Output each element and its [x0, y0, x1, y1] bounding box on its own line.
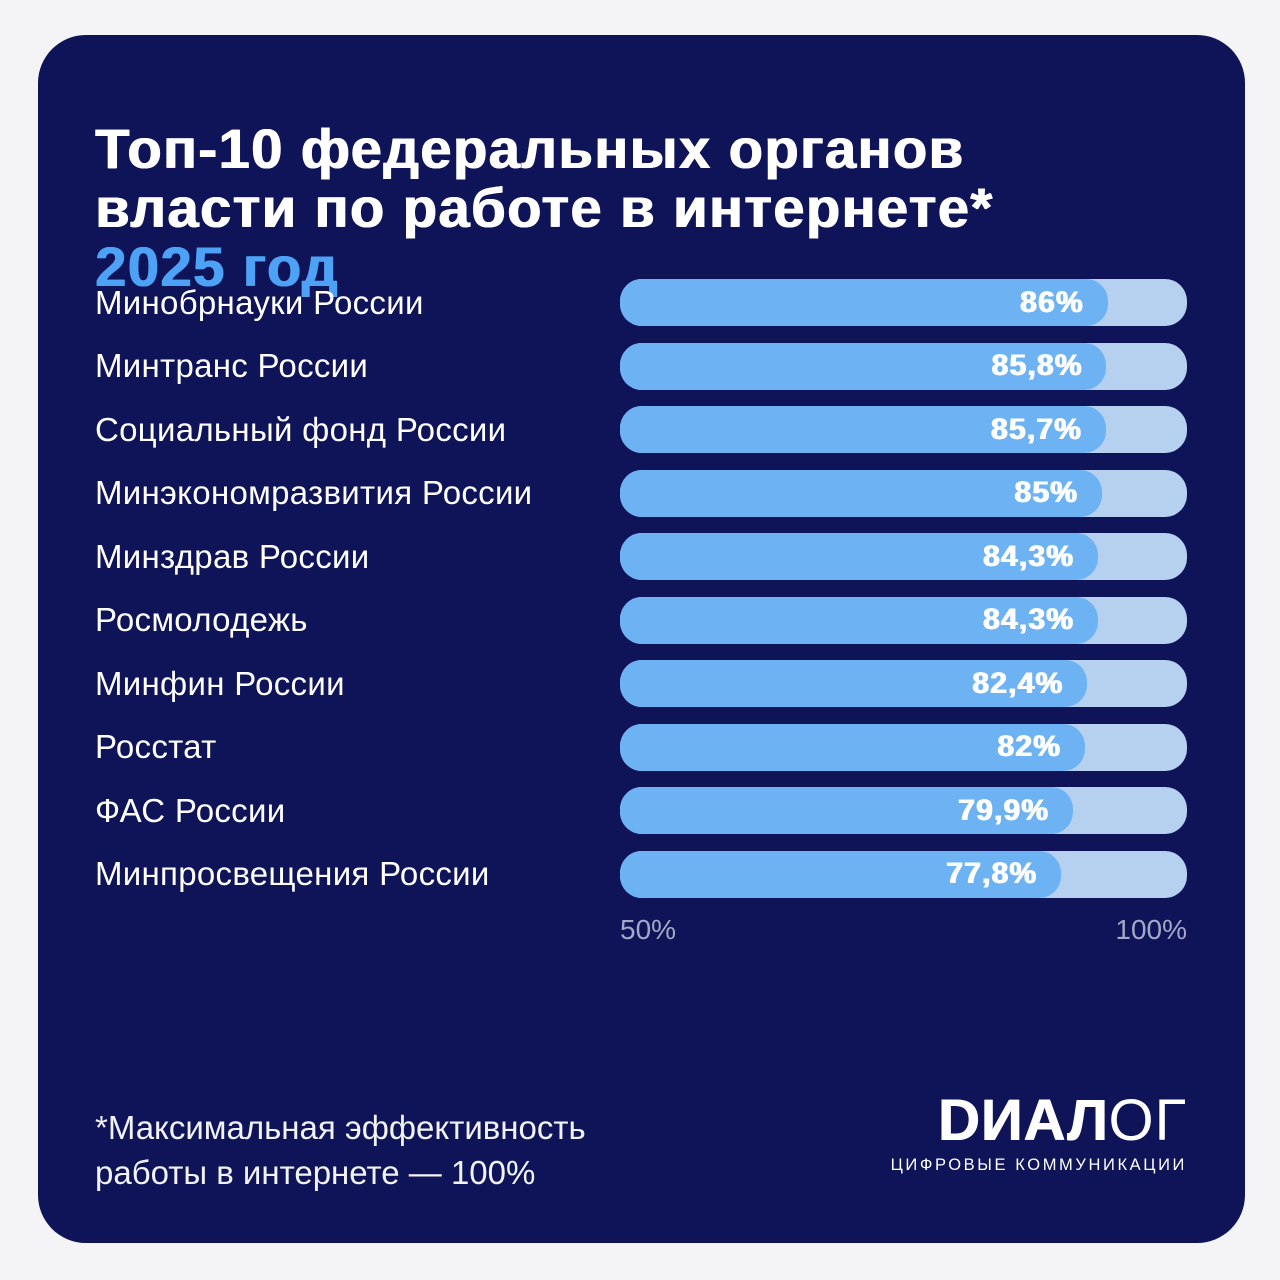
bar-fill: 82%: [620, 723, 1085, 771]
bar-value-label: 82%: [997, 730, 1061, 763]
category-label: Росстат: [95, 728, 217, 765]
bar-fill: 82,4%: [620, 660, 1088, 707]
bar-track: 82,4%: [620, 660, 1187, 707]
bar-value-label: 84,3%: [982, 539, 1074, 573]
axis-labels: 50% 100%: [620, 914, 1187, 946]
axis-max-label: 100%: [1115, 914, 1187, 945]
chart-row: Минтранс России 85,8%: [95, 342, 1187, 390]
bar-track: 86%: [620, 279, 1187, 326]
category-label: Минфин России: [95, 664, 345, 702]
bar-track: 85%: [620, 469, 1187, 517]
chart-row: Минфин России 82,4%: [95, 660, 1187, 707]
bar-value-label: 84,3%: [982, 603, 1074, 636]
footnote-line-1: *Максимальная эффективность: [95, 1109, 586, 1146]
footnote: *Максимальная эффективность работы в инт…: [95, 1105, 586, 1195]
bar-value-label: 79,9%: [957, 793, 1050, 827]
chart-row: Минэкономразвития России 85%: [95, 469, 1187, 517]
page-title: Топ-10 федеральных органов власти по раб…: [95, 119, 994, 296]
title-line-1: Топ-10 федеральных органов: [95, 116, 965, 180]
bar-track: 79,9%: [620, 787, 1187, 834]
chart-row: Росстат 82%: [95, 723, 1187, 771]
bar-fill: 79,9%: [620, 787, 1074, 834]
bar-track: 77,8%: [620, 850, 1187, 898]
bar-value-label: 85%: [1014, 476, 1078, 509]
bar-track: 84,3%: [620, 533, 1187, 580]
chart-row: Минпросвещения России 77,8%: [95, 850, 1187, 898]
bar-fill: 86%: [620, 279, 1108, 326]
bar-fill: 85,7%: [620, 406, 1106, 453]
dialog-logo: DИАЛОГ ЦИФРОВЫЕ КОММУНИКАЦИИ: [891, 1091, 1187, 1175]
chart-row: Минобрнауки России 86%: [95, 279, 1187, 326]
bar-value-label: 82,4%: [972, 666, 1064, 700]
bar-fill: 85,8%: [620, 342, 1107, 390]
bar-fill: 85%: [620, 469, 1102, 517]
bar-value-label: 85,7%: [990, 412, 1082, 446]
category-label: Минтранс России: [95, 347, 369, 384]
footnote-line-2: работы в интернете — 100%: [95, 1154, 536, 1191]
axis-min-label: 50%: [620, 914, 677, 945]
logo-wordmark-bold: DИАЛ: [937, 1088, 1109, 1153]
logo-wordmark: DИАЛОГ: [891, 1091, 1187, 1151]
chart-row: Минздрав России 84,3%: [95, 533, 1187, 580]
axis-spacer: [95, 914, 620, 946]
bar-track: 84,3%: [620, 596, 1187, 644]
logo-tagline: ЦИФРОВЫЕ КОММУНИКАЦИИ: [890, 1156, 1187, 1174]
category-label: Минпросвещения России: [95, 855, 490, 892]
bar-fill: 84,3%: [620, 533, 1098, 580]
bar-track: 85,8%: [620, 342, 1187, 390]
logo-wordmark-light: ОГ: [1108, 1088, 1187, 1153]
bar-fill: 77,8%: [620, 850, 1062, 898]
infographic-card: Топ-10 федеральных органов власти по раб…: [38, 35, 1245, 1243]
chart-row: ФАС России 79,9%: [95, 787, 1187, 834]
bar-track: 82%: [620, 723, 1187, 771]
bar-value-label: 86%: [1019, 285, 1084, 319]
bar-track: 85,7%: [620, 406, 1187, 453]
chart-row: Социальный фонд России 85,7%: [95, 406, 1187, 453]
bar-fill: 84,3%: [620, 596, 1098, 644]
bar-value-label: 85,8%: [991, 349, 1083, 382]
bar-value-label: 77,8%: [946, 857, 1038, 890]
chart-rows: Минобрнауки России 86% Минтранс России 8…: [95, 279, 1187, 898]
category-label: Минобрнауки России: [95, 283, 424, 321]
bar-chart: Минобрнауки России 86% Минтранс России 8…: [95, 279, 1187, 946]
title-line-2: власти по работе в интернете*: [95, 175, 994, 239]
category-label: Минздрав России: [95, 537, 370, 575]
category-label: Социальный фонд России: [95, 410, 507, 448]
category-label: Росмолодежь: [95, 601, 308, 638]
x-axis: 50% 100%: [95, 914, 1187, 946]
category-label: ФАС России: [95, 791, 286, 829]
title-year: 2025 год: [95, 234, 339, 298]
category-label: Минэкономразвития России: [95, 474, 533, 511]
chart-row: Росмолодежь 84,3%: [95, 596, 1187, 644]
